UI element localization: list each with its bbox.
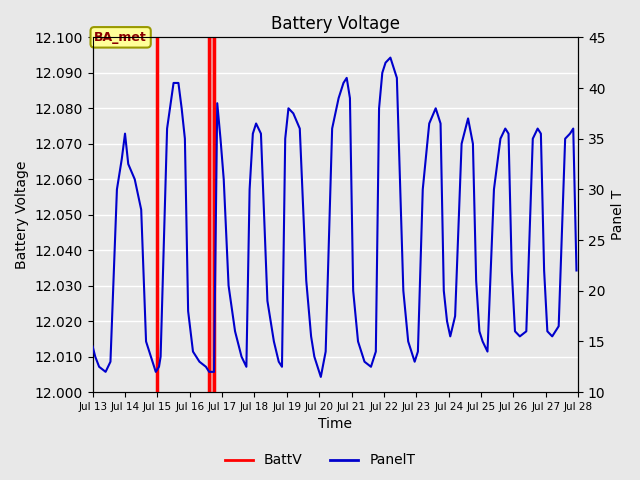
Bar bbox=[209, 37, 214, 392]
Text: BA_met: BA_met bbox=[94, 31, 147, 44]
Legend: BattV, PanelT: BattV, PanelT bbox=[220, 448, 420, 473]
Y-axis label: Battery Voltage: Battery Voltage bbox=[15, 160, 29, 269]
Title: Battery Voltage: Battery Voltage bbox=[271, 15, 400, 33]
X-axis label: Time: Time bbox=[318, 418, 353, 432]
Y-axis label: Panel T: Panel T bbox=[611, 190, 625, 240]
